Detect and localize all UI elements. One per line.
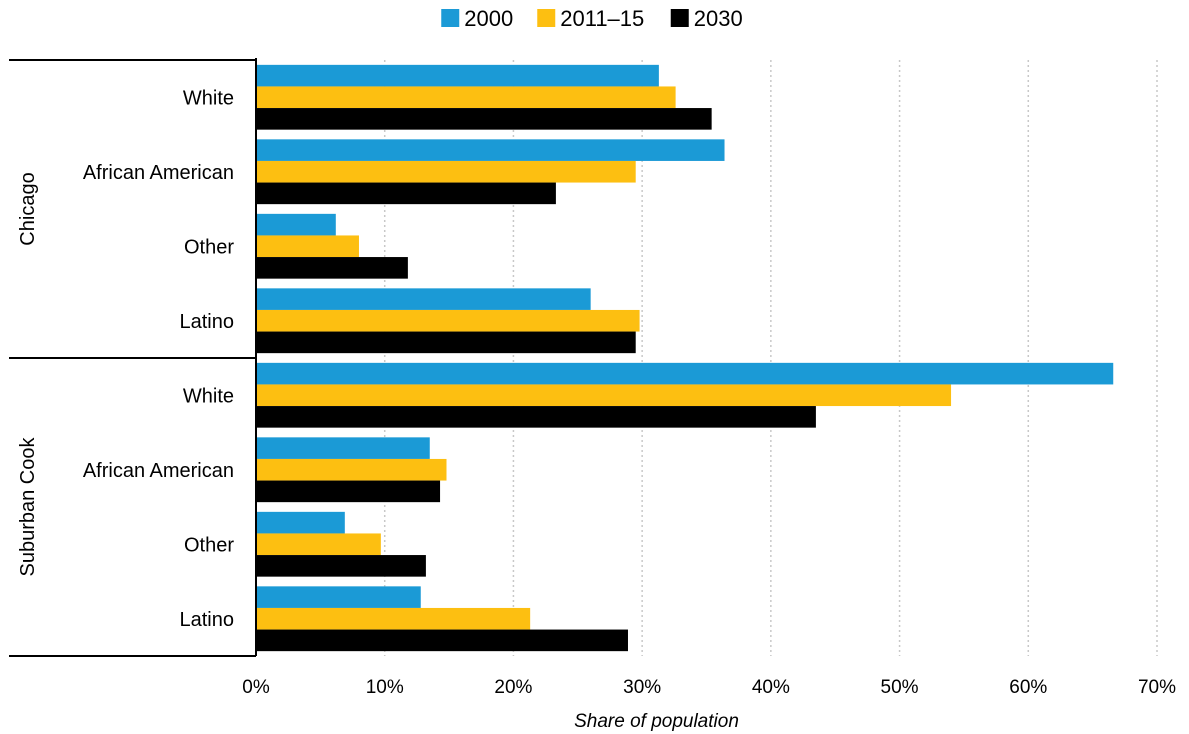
bar-2000	[256, 437, 430, 459]
bar-2000	[256, 213, 336, 236]
bar-2011–15	[256, 607, 531, 630]
x-tick-label: 60%	[1009, 677, 1047, 698]
group-labels: Chicago Suburban Cook	[17, 172, 39, 576]
bar-2000	[256, 586, 421, 608]
bar-2000	[256, 64, 659, 87]
bar-2000	[256, 362, 1114, 385]
x-tick-label: 40%	[752, 677, 790, 698]
group-label: Chicago	[17, 172, 39, 245]
bar-2030	[256, 108, 712, 130]
bar-2030	[256, 629, 628, 652]
category-label: Other	[184, 534, 234, 556]
legend-swatch	[441, 9, 460, 27]
x-tick-label: 10%	[366, 677, 404, 698]
legend-item: 2011–15	[537, 6, 644, 31]
bar-2000	[256, 288, 591, 310]
bar-2030	[256, 182, 556, 205]
category-label: Latino	[180, 311, 235, 333]
category-label: African American	[83, 460, 234, 482]
bar-2030	[256, 406, 816, 428]
bar-2011–15	[256, 160, 636, 183]
legend-item: 2000	[441, 6, 513, 31]
legend: 2000 2011–15 2030	[441, 6, 743, 31]
bar-2000	[256, 139, 725, 161]
x-tick-label: 20%	[494, 677, 532, 698]
category-label: White	[183, 385, 234, 407]
group-label: Suburban Cook	[17, 437, 39, 577]
legend-item: 2030	[670, 6, 743, 31]
bar-2030	[256, 480, 441, 503]
x-axis-ticks: 0% 10% 20% 30% 40% 50% 60% 70%	[242, 677, 1176, 698]
legend-swatch	[537, 9, 556, 27]
legend-label: 2000	[464, 6, 513, 31]
bar-2011–15	[256, 309, 640, 332]
x-tick-label: 50%	[881, 677, 919, 698]
bar-2011–15	[256, 86, 676, 109]
x-tick-label: 70%	[1138, 677, 1176, 698]
legend-label: 2030	[694, 6, 743, 31]
bar-2011–15	[256, 235, 359, 258]
bar-2011–15	[256, 533, 381, 556]
x-tick-label: 0%	[242, 677, 270, 698]
axes	[9, 58, 257, 657]
category-label: Other	[184, 236, 234, 258]
bar-2011–15	[256, 384, 952, 407]
bar-2011–15	[256, 458, 447, 481]
legend-swatch	[670, 9, 689, 27]
x-tick-label: 30%	[623, 677, 661, 698]
category-label: African American	[83, 162, 234, 184]
category-label: White	[183, 87, 234, 109]
category-labels: White African American Other Latino White Afr…	[83, 87, 235, 631]
bar-2030	[256, 257, 408, 279]
x-axis-label: Share of population	[574, 711, 739, 732]
bars	[256, 64, 1114, 652]
bar-2030	[256, 555, 426, 577]
bar-2030	[256, 331, 636, 354]
legend-label: 2011–15	[560, 6, 644, 31]
category-label: Latino	[180, 609, 235, 631]
bar-2000	[256, 511, 345, 534]
